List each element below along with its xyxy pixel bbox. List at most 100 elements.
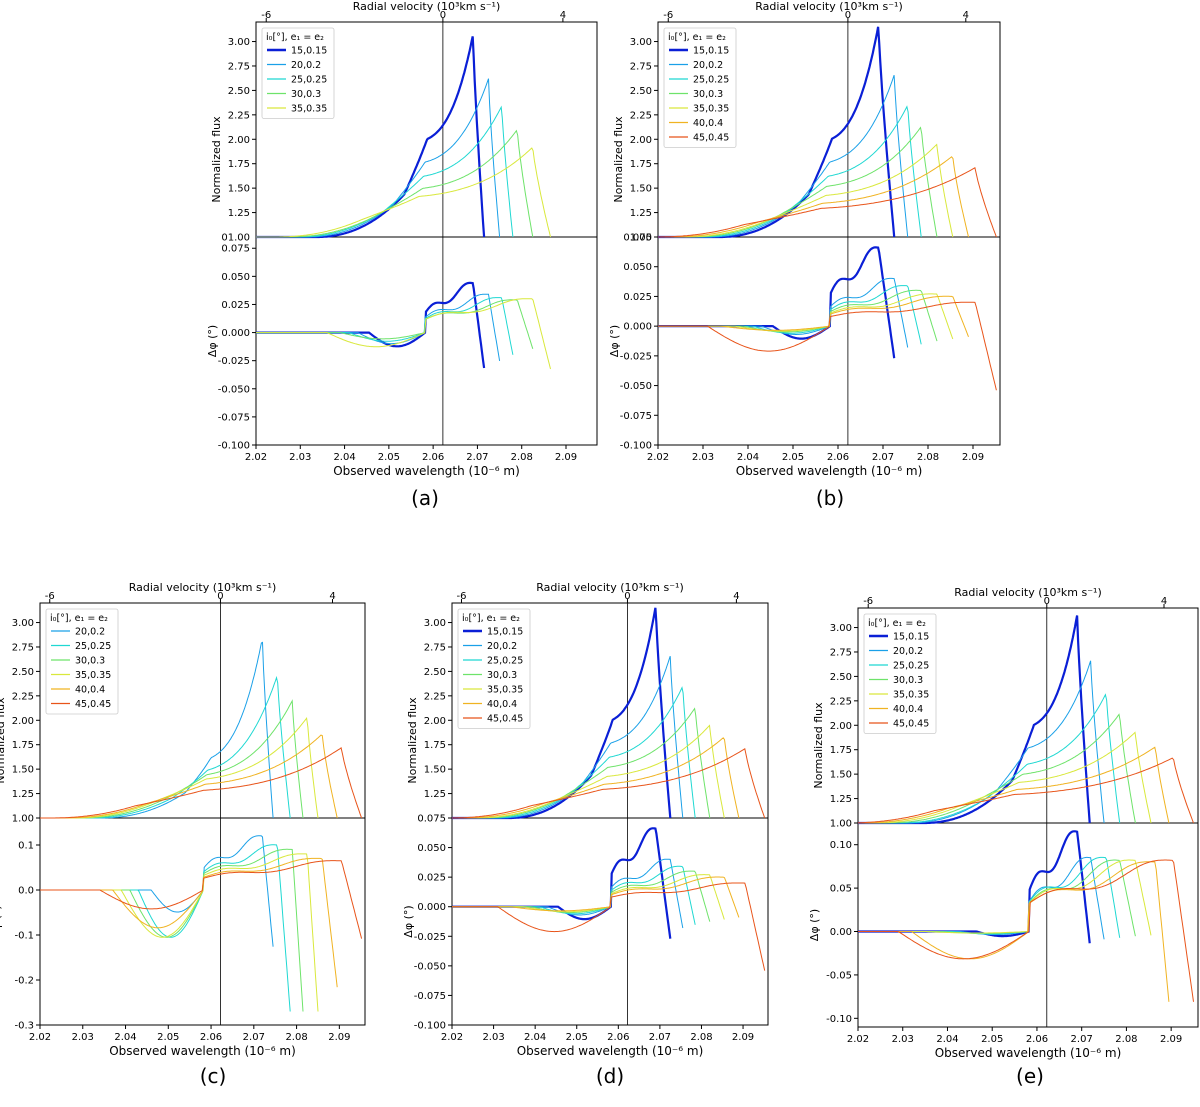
x-tick-label: 2.05 [566, 1032, 588, 1043]
flux-y-tick-label: 2.25 [228, 110, 250, 121]
legend-entry: 25,0.25 [893, 661, 929, 672]
flux-y-axis-label: Normalized flux [812, 702, 825, 789]
phase-y-tick-label: -0.025 [414, 932, 446, 943]
x-tick-label: 2.04 [524, 1032, 546, 1043]
x-tick-label: 2.07 [466, 452, 488, 463]
x-tick-label: 2.07 [649, 1032, 671, 1043]
flux-y-axis-label: Normalized flux [0, 697, 7, 784]
top-tick-label: -6 [261, 10, 271, 21]
x-tick-label: 2.05 [782, 452, 804, 463]
top-tick-label: 0 [217, 591, 223, 602]
flux-y-tick-label: 2.00 [830, 721, 852, 732]
top-tick-label: -6 [456, 591, 466, 602]
x-tick-label: 2.02 [29, 1032, 51, 1043]
phase-line-35-0-35 [858, 859, 1152, 936]
phase-line-45-0-45 [658, 301, 997, 391]
top-tick-label: 4 [1161, 596, 1167, 607]
phase-line-30-0-3 [658, 289, 938, 342]
phase-line-40-0-4 [452, 876, 740, 918]
phase-line-40-0-4 [40, 857, 338, 988]
chart-panel-e: Radial velocity (10³km s⁻¹) -6 0 4 2.02 2.03 2… [808, 586, 1199, 1060]
flux-y-tick-label: 2.25 [12, 691, 34, 702]
phase-y-axis-label: Δφ (°) [608, 325, 621, 357]
phase-line-45-0-45 [858, 859, 1194, 1002]
phase-y-tick-label: 0.10 [830, 840, 852, 851]
flux-y-tick-label: 3.00 [830, 623, 852, 634]
x-tick-label: 2.06 [422, 452, 444, 463]
phase-y-tick-label: 0.0 [18, 886, 34, 897]
phase-y-tick-label: -0.050 [218, 384, 250, 395]
flux-y-tick-label: 2.75 [228, 61, 250, 72]
phase-y-tick-label: -0.025 [620, 351, 652, 362]
plot-frame [451, 602, 769, 1026]
flux-y-tick-label: 2.25 [424, 691, 446, 702]
flux-line-45-0-45 [40, 747, 363, 819]
flux-y-tick-label: 2.50 [630, 86, 652, 97]
flux-y-tick-label: 3.00 [228, 37, 250, 48]
flux-y-tick-label: 1.25 [424, 789, 446, 800]
legend-entry: 25,0.25 [487, 656, 523, 667]
phase-y-tick-label: -0.100 [414, 1021, 446, 1032]
legend-entry: 25,0.25 [291, 75, 327, 86]
legend-entry: 15,0.15 [893, 632, 929, 643]
x-tick-label: 2.09 [1160, 1034, 1182, 1045]
flux-y-tick-label: 1.50 [228, 184, 250, 195]
flux-y-tick-label: 1.25 [830, 794, 852, 805]
legend-title: i₀[°], e₁ = e₂ [50, 613, 108, 624]
x-tick-label: 2.03 [692, 452, 714, 463]
legend-entry: 35,0.35 [291, 104, 327, 115]
legend-title: i₀[°], e₁ = e₂ [266, 32, 324, 43]
panel-label: (a) [411, 486, 439, 510]
legend-box [45, 608, 119, 715]
flux-y-tick-label: 1.75 [830, 745, 852, 756]
phase-line-15-0-15 [452, 827, 672, 939]
phase-line-15-0-15 [256, 281, 486, 369]
phase-y-tick-label: 0.050 [623, 262, 652, 273]
panel-label: (b) [816, 486, 844, 510]
legend-entry: 40,0.4 [487, 699, 517, 710]
legend-entry: 30,0.3 [75, 656, 105, 667]
top-tick-label: 4 [560, 10, 566, 21]
x-tick-label: 2.06 [1026, 1034, 1048, 1045]
phase-y-tick-label: 0.025 [221, 300, 250, 311]
phase-y-tick-label: 0.050 [417, 843, 446, 854]
x-tick-label: 2.03 [289, 452, 311, 463]
x-tick-label: 2.04 [936, 1034, 958, 1045]
phase-line-15-0-15 [658, 246, 896, 359]
flux-line-40-0-4 [452, 737, 740, 819]
flux-y-tick-label: 2.50 [228, 86, 250, 97]
legend-entry: 35,0.35 [693, 104, 729, 115]
phase-line-30-0-3 [256, 299, 534, 349]
flux-y-tick-label: 2.50 [12, 667, 34, 678]
legend-entry: 40,0.4 [693, 118, 723, 129]
legend-entry: 40,0.4 [893, 704, 923, 715]
phase-y-tick-label: 0.1 [18, 841, 34, 852]
flux-line-45-0-45 [858, 757, 1194, 824]
flux-y-tick-label: 1.75 [630, 159, 652, 170]
x-tick-label: 2.03 [72, 1032, 94, 1043]
flux-y-tick-label: 1.25 [12, 789, 34, 800]
x-tick-label: 2.03 [482, 1032, 504, 1043]
x-tick-label: 2.04 [737, 452, 759, 463]
top-axis-label: Radial velocity (10³km s⁻¹) [954, 586, 1101, 599]
flux-line-30-0-3 [858, 713, 1136, 824]
phase-y-tick-label: -0.075 [414, 991, 446, 1002]
x-axis-label: Observed wavelength (10⁻⁶ m) [736, 464, 923, 478]
flux-line-35-0-35 [40, 716, 319, 819]
legend-entry: 45,0.45 [487, 714, 523, 725]
legend-entry: 45,0.45 [693, 133, 729, 144]
x-tick-label: 2.04 [114, 1032, 136, 1043]
phase-line-20-0-2 [256, 293, 501, 361]
x-tick-label: 2.09 [555, 452, 577, 463]
top-tick-label: -6 [45, 591, 55, 602]
phase-y-tick-label: -0.025 [218, 356, 250, 367]
flux-line-35-0-35 [452, 724, 725, 819]
flux-y-tick-label: 2.00 [424, 716, 446, 727]
flux-y-tick-label: 1.75 [424, 740, 446, 751]
phase-line-45-0-45 [40, 860, 363, 939]
flux-y-tick-label: 3.00 [424, 618, 446, 629]
legend-entry: 30,0.3 [893, 675, 923, 686]
chart-panel-b: Radial velocity (10³km s⁻¹) -6 0 4 2.02 2.03 2… [608, 0, 1001, 478]
top-axis-label: Radial velocity (10³km s⁻¹) [755, 0, 902, 13]
flux-line-25-0-25 [256, 105, 514, 238]
